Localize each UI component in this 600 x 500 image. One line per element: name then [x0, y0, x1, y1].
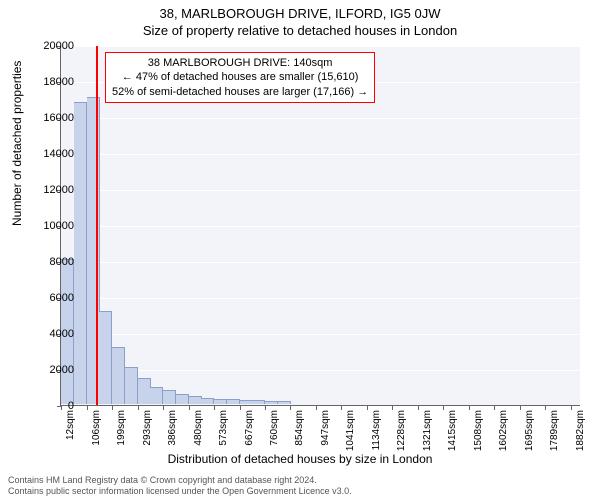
marker-line — [96, 46, 98, 405]
footer: Contains HM Land Registry data © Crown c… — [8, 475, 352, 497]
xtick-mark — [189, 406, 190, 410]
xtick-label: 199sqm — [116, 410, 127, 446]
xtick-label: 1789sqm — [549, 410, 560, 451]
xtick-label: 1415sqm — [447, 410, 458, 451]
xtick-mark — [112, 406, 113, 410]
xtick-mark — [265, 406, 266, 410]
ytick-label: 2000 — [34, 364, 74, 376]
xtick-label: 1602sqm — [498, 410, 509, 451]
xtick-label: 573sqm — [218, 410, 229, 446]
histogram-bar — [150, 387, 163, 404]
xtick-mark — [443, 406, 444, 410]
gridline — [61, 190, 581, 191]
gridline — [61, 334, 581, 335]
histogram-bar — [278, 401, 291, 404]
ytick-label: 4000 — [34, 328, 74, 340]
gridline — [61, 226, 581, 227]
ytick-label: 10000 — [34, 220, 74, 232]
footer-line-2: Contains public sector information licen… — [8, 486, 352, 497]
xtick-label: 480sqm — [193, 410, 204, 446]
xtick-label: 1321sqm — [422, 410, 433, 451]
xtick-mark — [418, 406, 419, 410]
ytick-label: 0 — [34, 400, 74, 412]
xtick-label: 293sqm — [142, 410, 153, 446]
xtick-mark — [367, 406, 368, 410]
ytick-label: 14000 — [34, 148, 74, 160]
gridline — [61, 370, 581, 371]
gridline — [61, 46, 581, 47]
ytick-label: 12000 — [34, 184, 74, 196]
xtick-mark — [571, 406, 572, 410]
footer-line-1: Contains HM Land Registry data © Crown c… — [8, 475, 352, 486]
histogram-bar — [112, 347, 125, 404]
xtick-label: 854sqm — [294, 410, 305, 446]
xtick-mark — [138, 406, 139, 410]
histogram-bar — [265, 401, 278, 404]
histogram-bar — [125, 367, 138, 404]
histogram-bar — [163, 390, 176, 404]
xtick-label: 667sqm — [244, 410, 255, 446]
xtick-mark — [240, 406, 241, 410]
histogram-bar — [252, 400, 265, 404]
histogram-bar — [74, 102, 87, 404]
xtick-label: 947sqm — [320, 410, 331, 446]
histogram-bar — [138, 378, 151, 404]
gridline — [61, 406, 581, 407]
ytick-label: 6000 — [34, 292, 74, 304]
y-axis-label: Number of detached properties — [10, 61, 24, 226]
xtick-label: 386sqm — [167, 410, 178, 446]
annotation-line: ← 47% of detached houses are smaller (15… — [112, 70, 368, 84]
xtick-label: 1882sqm — [575, 410, 586, 451]
xtick-label: 1695sqm — [524, 410, 535, 451]
plot-wrap: 12sqm106sqm199sqm293sqm386sqm480sqm573sq… — [60, 46, 580, 406]
xtick-mark — [494, 406, 495, 410]
xtick-mark — [87, 406, 88, 410]
title-sub: Size of property relative to detached ho… — [0, 21, 600, 38]
xtick-mark — [163, 406, 164, 410]
xtick-mark — [214, 406, 215, 410]
histogram-bar — [189, 396, 202, 404]
xtick-label: 1041sqm — [345, 410, 356, 451]
gridline — [61, 298, 581, 299]
ytick-label: 20000 — [34, 40, 74, 52]
xtick-label: 1508sqm — [473, 410, 484, 451]
xtick-label: 12sqm — [65, 410, 76, 440]
xtick-mark — [469, 406, 470, 410]
histogram-bar — [201, 398, 214, 404]
ytick-label: 16000 — [34, 112, 74, 124]
xtick-mark — [341, 406, 342, 410]
xtick-mark — [316, 406, 317, 410]
xtick-label: 760sqm — [269, 410, 280, 446]
title-main: 38, MARLBOROUGH DRIVE, ILFORD, IG5 0JW — [0, 0, 600, 21]
annotation-line: 52% of semi-detached houses are larger (… — [112, 85, 368, 99]
gridline — [61, 118, 581, 119]
gridline — [61, 154, 581, 155]
ytick-label: 18000 — [34, 76, 74, 88]
xtick-label: 1228sqm — [396, 410, 407, 451]
xtick-mark — [520, 406, 521, 410]
gridline — [61, 262, 581, 263]
histogram-bar — [214, 399, 227, 405]
xtick-label: 106sqm — [91, 410, 102, 446]
x-axis-label: Distribution of detached houses by size … — [0, 452, 600, 466]
annotation-line: 38 MARLBOROUGH DRIVE: 140sqm — [112, 56, 368, 70]
plot-area: 12sqm106sqm199sqm293sqm386sqm480sqm573sq… — [60, 46, 580, 406]
ytick-label: 8000 — [34, 256, 74, 268]
histogram-bar — [99, 311, 112, 404]
histogram-bar — [227, 399, 240, 404]
annotation-box: 38 MARLBOROUGH DRIVE: 140sqm← 47% of det… — [105, 52, 375, 103]
xtick-mark — [392, 406, 393, 410]
xtick-mark — [545, 406, 546, 410]
xtick-label: 1134sqm — [371, 410, 382, 450]
xtick-mark — [290, 406, 291, 410]
histogram-bar — [176, 394, 189, 404]
histogram-bar — [240, 400, 253, 404]
